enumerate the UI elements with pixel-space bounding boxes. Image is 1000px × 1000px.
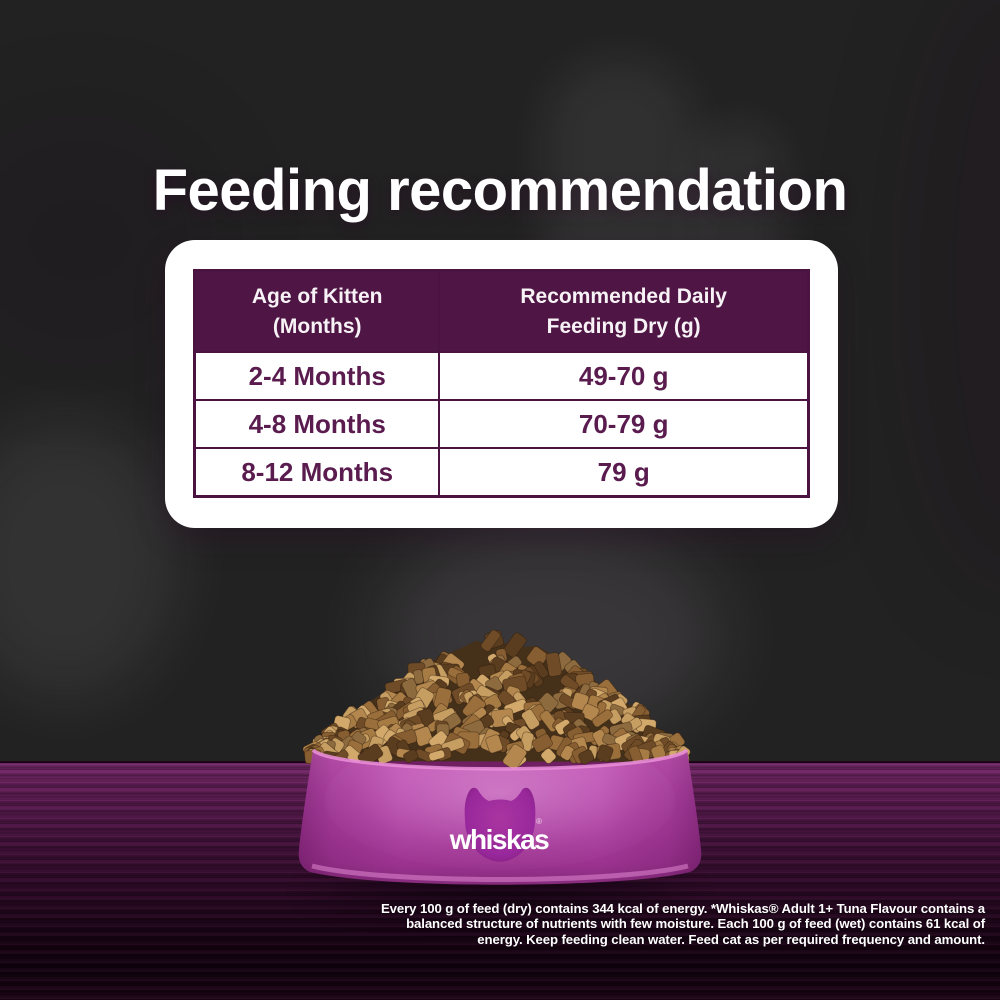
- header-line: Recommended Daily: [520, 284, 727, 308]
- table-row-amount: 79 g: [440, 447, 807, 495]
- disclaimer-line: balanced structure of nutrients with few…: [406, 916, 985, 932]
- disclaimer-line: energy. Keep feeding clean water. Feed c…: [477, 931, 985, 947]
- header-line: Feeding Dry (g): [546, 314, 701, 338]
- header-line: Age of Kitten: [251, 284, 383, 308]
- feeding-table: Age of Kitten (Months) Recommended Daily…: [193, 269, 810, 498]
- table-row-amount: 70-79 g: [440, 399, 807, 447]
- header-line: (Months): [272, 314, 362, 338]
- feeding-table-card: Age of Kitten (Months) Recommended Daily…: [165, 240, 838, 528]
- table-row-age: 2-4 Months: [196, 351, 441, 399]
- table-row-age: 4-8 Months: [196, 399, 441, 447]
- column-header-amount: Recommended Daily Feeding Dry (g): [440, 272, 807, 351]
- column-header-age: Age of Kitten (Months): [196, 272, 441, 351]
- table-row-amount: 49-70 g: [440, 351, 807, 399]
- disclaimer-text: Every 100 g of feed (dry) contains 344 k…: [381, 901, 985, 947]
- table-row-age: 8-12 Months: [196, 447, 441, 495]
- page-title: Feeding recommendation: [152, 157, 848, 223]
- disclaimer-line: Every 100 g of feed (dry) contains 344 k…: [380, 901, 985, 916]
